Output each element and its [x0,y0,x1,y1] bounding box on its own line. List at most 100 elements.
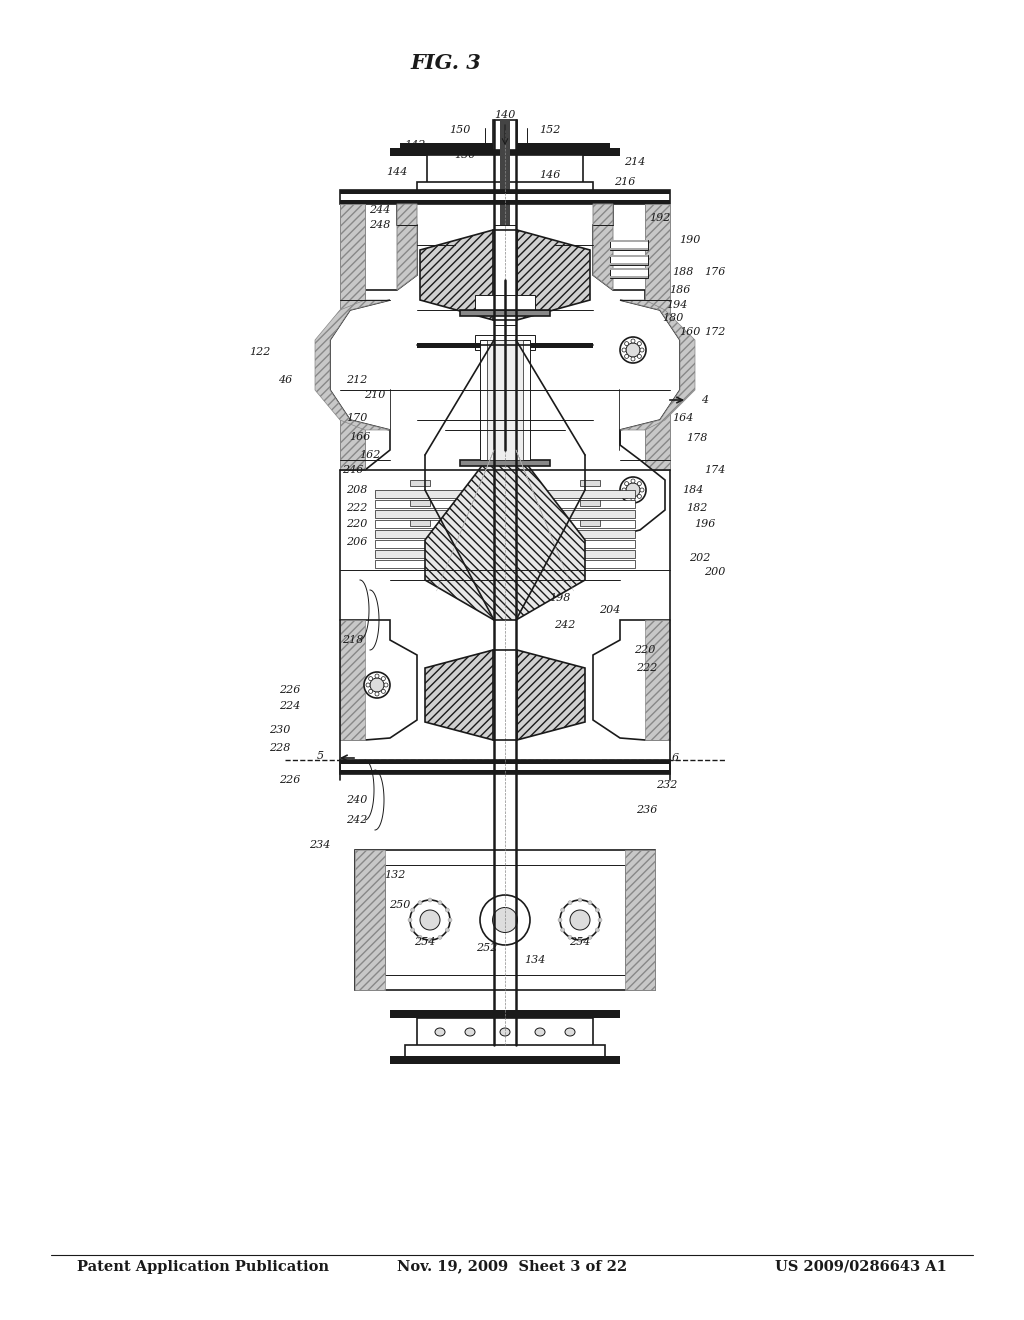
Text: 202: 202 [689,553,711,564]
Text: US 2009/0286643 A1: US 2009/0286643 A1 [775,1259,947,1274]
Text: 198: 198 [549,593,570,603]
Text: 144: 144 [386,168,408,177]
Polygon shape [620,300,680,535]
Bar [487,341,523,459]
Ellipse shape [640,348,644,352]
Ellipse shape [428,898,432,902]
Polygon shape [340,620,417,741]
Bar [540,490,635,498]
Bar [580,500,600,506]
Ellipse shape [620,477,646,503]
Text: Nov. 19, 2009  Sheet 3 of 22: Nov. 19, 2009 Sheet 3 of 22 [397,1259,627,1274]
Ellipse shape [381,677,385,681]
Bar [385,865,625,975]
Ellipse shape [565,1028,575,1036]
Text: 250: 250 [389,900,411,909]
Text: 182: 182 [686,503,708,513]
Ellipse shape [560,900,600,940]
Polygon shape [593,620,670,741]
Text: 180: 180 [663,313,684,323]
Ellipse shape [435,1028,445,1036]
Text: 46: 46 [278,375,292,385]
Bar [494,224,516,325]
Ellipse shape [626,483,640,498]
Ellipse shape [418,900,422,904]
Text: 242: 242 [346,814,368,825]
Text: 200: 200 [705,568,726,577]
Ellipse shape [438,936,442,940]
Text: 196: 196 [694,519,716,529]
Text: 152: 152 [540,125,561,135]
Bar [340,201,670,205]
Bar [475,294,535,310]
Bar [610,263,648,265]
Bar [540,550,635,558]
Bar [375,540,470,548]
Text: 240: 240 [346,795,368,805]
Ellipse shape [626,343,640,356]
Ellipse shape [364,672,390,698]
Ellipse shape [568,936,572,940]
Ellipse shape [637,342,641,346]
Text: 160: 160 [679,327,700,337]
Text: 246: 246 [342,465,364,475]
Polygon shape [330,300,390,430]
Text: 6: 6 [672,752,679,763]
Text: 248: 248 [370,220,391,230]
Ellipse shape [620,337,646,363]
Polygon shape [355,850,385,990]
Ellipse shape [445,928,450,932]
Ellipse shape [535,1028,545,1036]
Ellipse shape [625,482,629,486]
Text: 224: 224 [280,701,301,711]
Text: 142: 142 [404,140,426,150]
Bar [610,240,648,249]
Polygon shape [645,205,670,470]
Text: Patent Application Publication: Patent Application Publication [77,1259,329,1274]
Text: 228: 228 [269,743,291,752]
Polygon shape [425,649,493,741]
Ellipse shape [625,354,629,358]
Text: 220: 220 [346,519,368,529]
Bar [390,1010,620,1018]
Text: 226: 226 [280,775,301,785]
Text: 176: 176 [705,267,726,277]
Bar [390,1056,620,1064]
Bar [375,560,470,568]
Bar [400,143,610,150]
Bar [610,276,648,279]
Ellipse shape [622,488,626,492]
Text: 150: 150 [450,125,471,135]
Ellipse shape [366,682,370,686]
Text: 170: 170 [346,413,368,422]
Ellipse shape [384,682,388,686]
Bar [580,520,600,525]
Text: 130: 130 [455,150,476,160]
Text: 178: 178 [686,433,708,444]
Text: 252: 252 [476,942,498,953]
Text: 140: 140 [495,110,516,120]
Ellipse shape [493,908,517,932]
Text: 254: 254 [569,937,591,946]
Text: 208: 208 [346,484,368,495]
Ellipse shape [449,917,452,921]
Polygon shape [645,620,670,741]
Polygon shape [315,300,390,430]
Text: 174: 174 [705,465,726,475]
Text: 132: 132 [384,870,406,880]
Bar [580,480,600,486]
Bar [355,850,655,990]
Ellipse shape [465,1028,475,1036]
Text: 5: 5 [316,751,324,762]
Text: 242: 242 [554,620,575,630]
Bar [475,335,535,350]
Text: 216: 216 [614,177,636,187]
Text: 172: 172 [705,327,726,337]
Text: 222: 222 [636,663,657,673]
Polygon shape [340,205,417,470]
Bar [417,1018,593,1045]
Text: 4: 4 [701,395,709,405]
Ellipse shape [381,689,385,693]
Bar [460,459,550,466]
Ellipse shape [622,348,626,352]
